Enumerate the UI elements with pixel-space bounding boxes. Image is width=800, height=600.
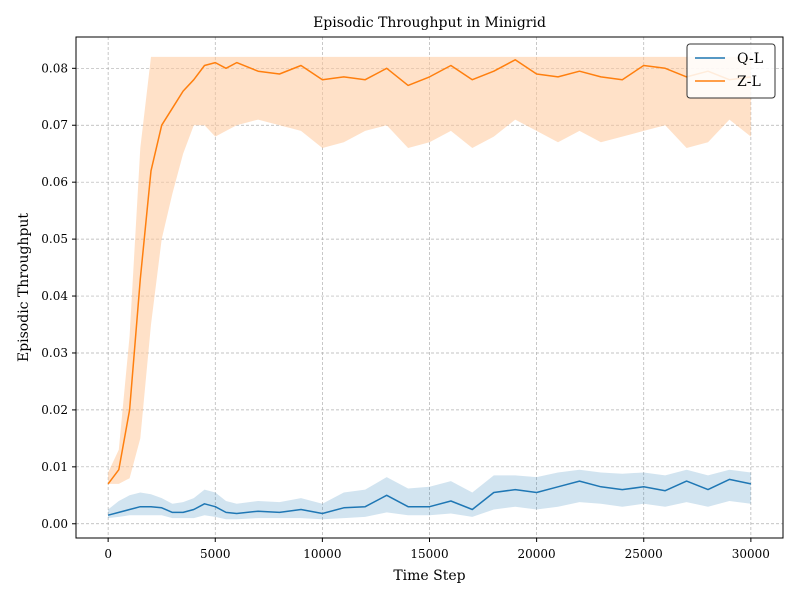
grid [76, 37, 783, 538]
y-axis-ticks: 0.00 0.01 0.02 0.03 0.04 0.05 0.06 0.07 0.08 [41, 61, 76, 531]
x-tick-label: 0 [104, 547, 112, 561]
series-lines [107, 59, 752, 516]
x-tick-label: 15000 [410, 547, 448, 561]
x-tick-label: 30000 [732, 547, 770, 561]
chart-title: Episodic Throughput in Minigrid [313, 15, 546, 31]
legend-label-q-l: Q-L [737, 51, 763, 67]
legend: Q-L Z-L [686, 43, 776, 99]
x-tick-label: 5000 [200, 547, 231, 561]
x-tick-label: 25000 [625, 547, 663, 561]
band-z-l [108, 56, 751, 484]
y-tick-label: 0.06 [41, 175, 68, 189]
x-axis-label: Time Step [393, 568, 465, 584]
y-tick-label: 0.07 [41, 118, 68, 132]
y-tick-label: 0.08 [41, 61, 68, 75]
line-z-l [107, 59, 751, 485]
y-tick-label: 0.02 [41, 403, 68, 417]
confidence-bands [108, 56, 751, 520]
x-axis-ticks: 0 5000 10000 15000 20000 25000 30000 [104, 538, 770, 561]
y-tick-label: 0.05 [41, 232, 68, 246]
y-tick-label: 0.01 [41, 460, 68, 474]
x-tick-label: 10000 [303, 547, 341, 561]
y-tick-label: 0.00 [41, 517, 68, 531]
y-axis-label: Episodic Throughput [16, 213, 32, 362]
legend-label-z-l: Z-L [737, 74, 761, 90]
x-tick-label: 20000 [518, 547, 556, 561]
y-tick-label: 0.03 [41, 346, 68, 360]
y-tick-label: 0.04 [41, 289, 68, 303]
band-q-l [108, 469, 751, 520]
line-q-l [107, 478, 752, 516]
